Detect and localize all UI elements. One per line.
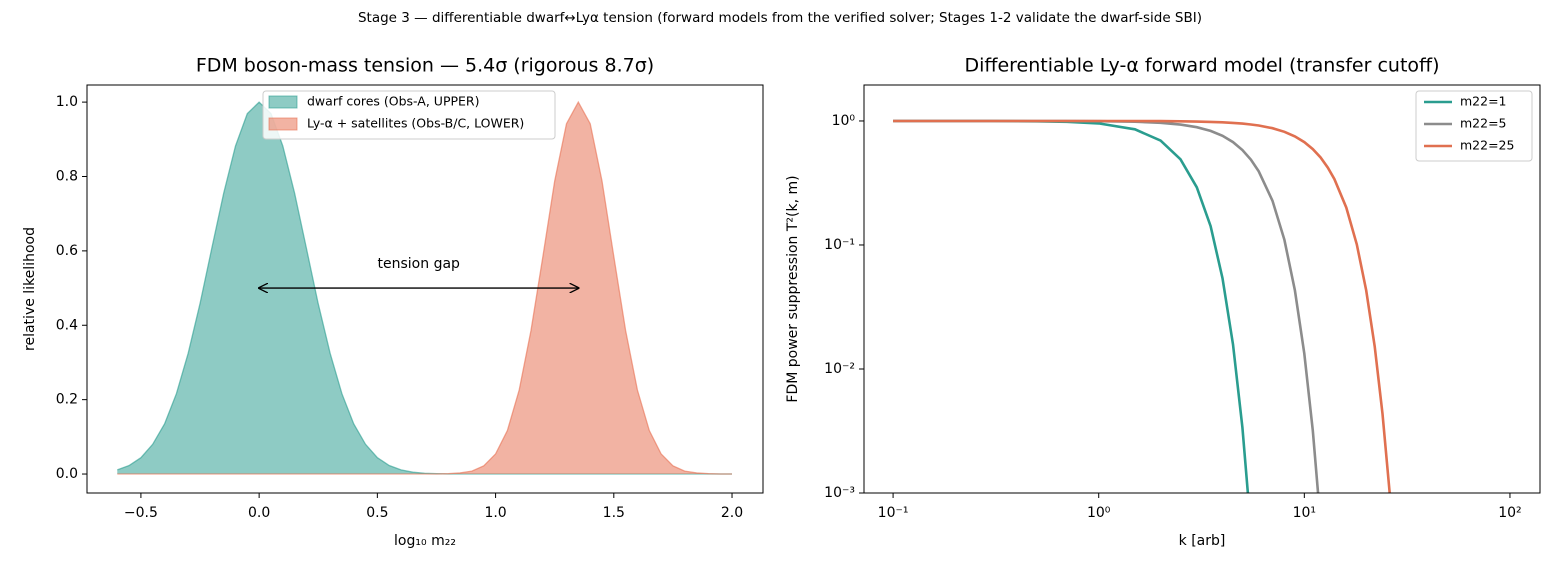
- y-tick-label: 0.0: [56, 466, 78, 482]
- legend-label: m22=5: [1460, 116, 1507, 131]
- area-fill: [117, 102, 733, 475]
- legend-swatch: [268, 95, 298, 109]
- area-fill: [117, 102, 733, 475]
- legend-label: dwarf cores (Obs-A, UPPER): [307, 94, 479, 109]
- legend-label: m22=25: [1460, 138, 1514, 153]
- legend-label: Ly-α + satellites (Obs-B/C, LOWER): [307, 116, 524, 131]
- x-tick-label: −0.5: [124, 505, 158, 521]
- legend-swatch: [268, 117, 298, 131]
- x-tick-label: 10¹: [1293, 505, 1316, 521]
- y-tick-label: 10⁰: [832, 113, 856, 129]
- legend-label: m22=1: [1460, 94, 1507, 109]
- x-tick-label: 0.0: [248, 505, 270, 521]
- axes-frame: [86, 84, 764, 494]
- x-axis-label: log₁₀ m₂₂: [394, 533, 456, 549]
- y-axis-label: relative likelihood: [22, 227, 38, 351]
- legend-box: [262, 90, 556, 140]
- y-tick-label: 10⁻¹: [824, 237, 855, 253]
- x-tick-label: 0.5: [366, 505, 388, 521]
- plot-area: [893, 119, 1391, 493]
- line-series: [893, 119, 1320, 493]
- line-series: [893, 119, 1391, 493]
- y-tick-label: 0.2: [56, 392, 78, 408]
- x-tick-label: 10²: [1498, 505, 1521, 521]
- axes-frame: [863, 84, 1541, 494]
- line-series: [893, 119, 1250, 493]
- x-tick-label: 10⁰: [1087, 505, 1111, 521]
- y-axis-label: FDM power suppression T²(k, m): [785, 175, 801, 402]
- legend-box: [1415, 90, 1533, 162]
- x-axis-label: k [arb]: [1179, 533, 1226, 549]
- x-tick-label: 10⁻¹: [878, 505, 909, 521]
- y-tick-label: 0.6: [56, 243, 78, 259]
- y-tick-label: 10⁻²: [824, 361, 855, 377]
- x-tick-label: 2.0: [721, 505, 743, 521]
- area-edge: [117, 100, 732, 475]
- y-tick-label: 0.4: [56, 317, 78, 333]
- plot-area: [117, 100, 733, 475]
- y-tick-label: 10⁻³: [824, 485, 855, 501]
- x-tick-label: 1.0: [484, 505, 506, 521]
- x-tick-label: 1.5: [603, 505, 625, 521]
- suptitle: Stage 3 — differentiable dwarf↔Lyα tensi…: [358, 10, 1202, 26]
- chart-title: Differentiable Ly-α forward model (trans…: [964, 55, 1439, 77]
- y-tick-label: 0.8: [56, 168, 78, 184]
- chart-title: FDM boson-mass tension — 5.4σ (rigorous …: [196, 55, 654, 77]
- y-tick-label: 1.0: [56, 94, 78, 110]
- annotation-text: tension gap: [378, 256, 461, 272]
